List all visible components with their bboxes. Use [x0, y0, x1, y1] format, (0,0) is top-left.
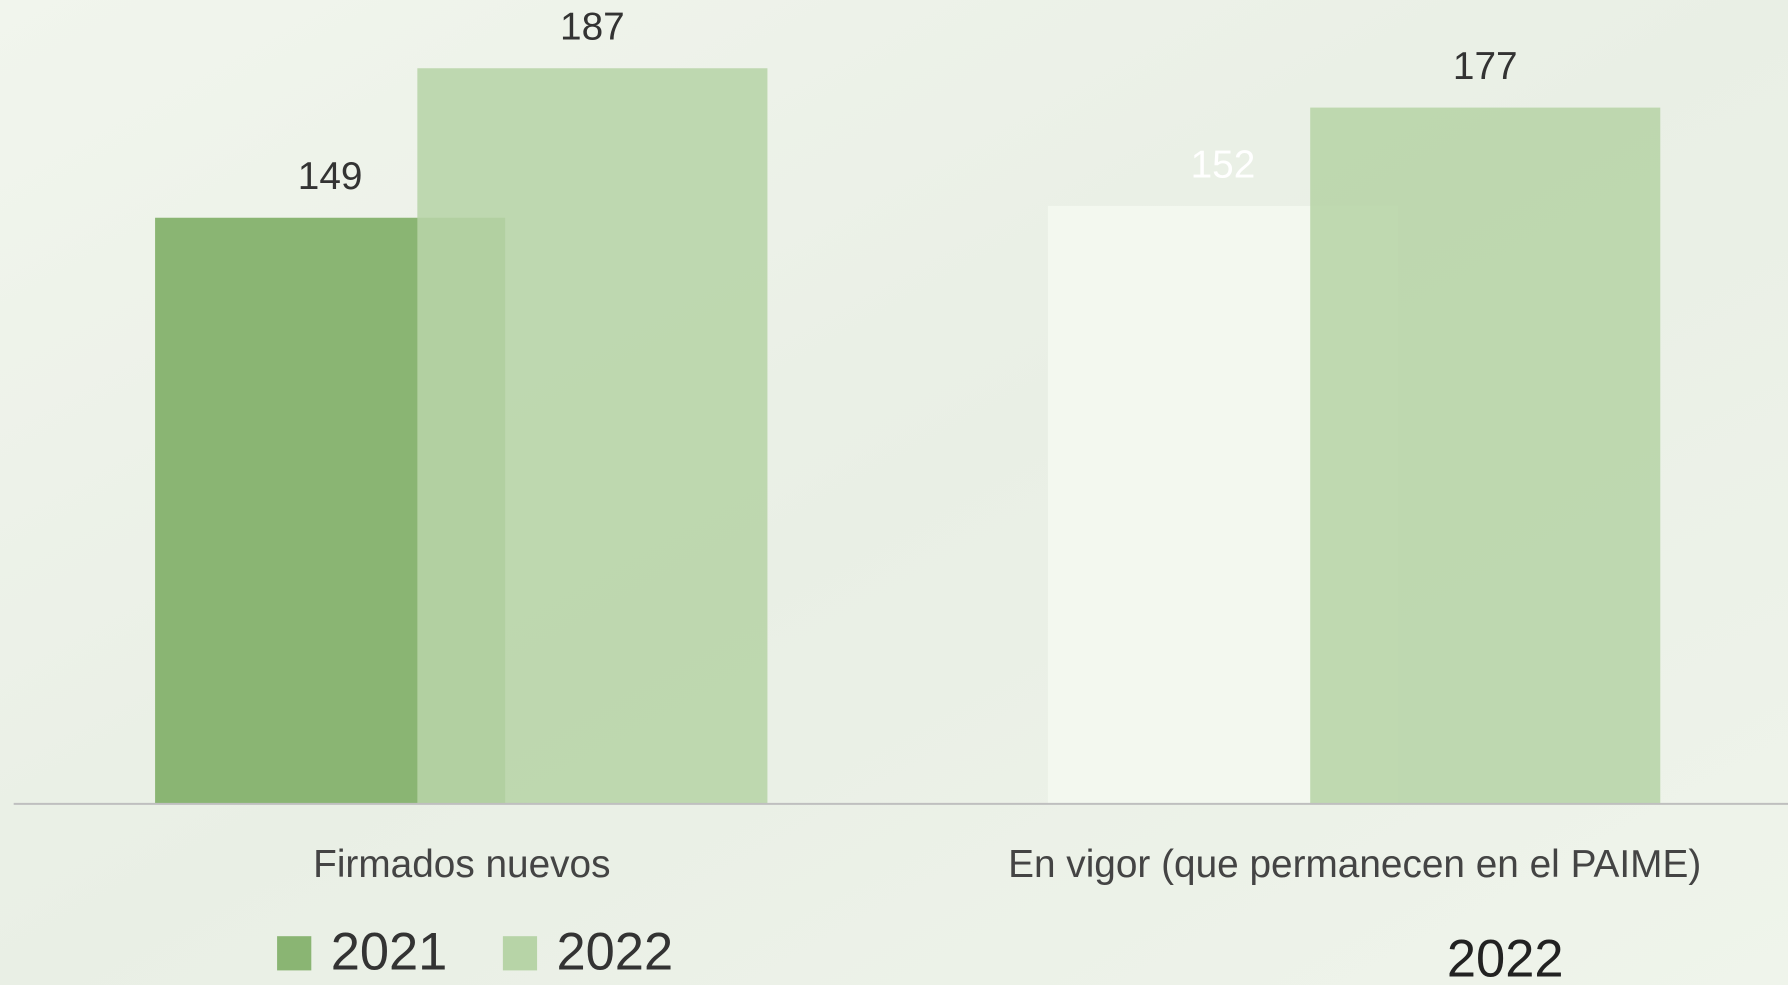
- legend-swatch: [502, 936, 538, 971]
- value-label: 152: [1191, 143, 1256, 186]
- value-label: 177: [1453, 45, 1518, 88]
- legend-swatch: [277, 936, 312, 971]
- value-label: 187: [560, 6, 625, 49]
- legend-label: 2022: [556, 923, 673, 981]
- legend-label: 2021: [331, 923, 448, 981]
- bar: [417, 68, 768, 804]
- bar: [1310, 107, 1661, 804]
- x-tick-label: En vigor (que permanecen en el PAIME): [1008, 843, 1701, 886]
- x-tick-label: Firmados nuevos: [313, 843, 610, 886]
- value-label: 149: [298, 155, 363, 198]
- annotation: 2022: [1447, 930, 1564, 985]
